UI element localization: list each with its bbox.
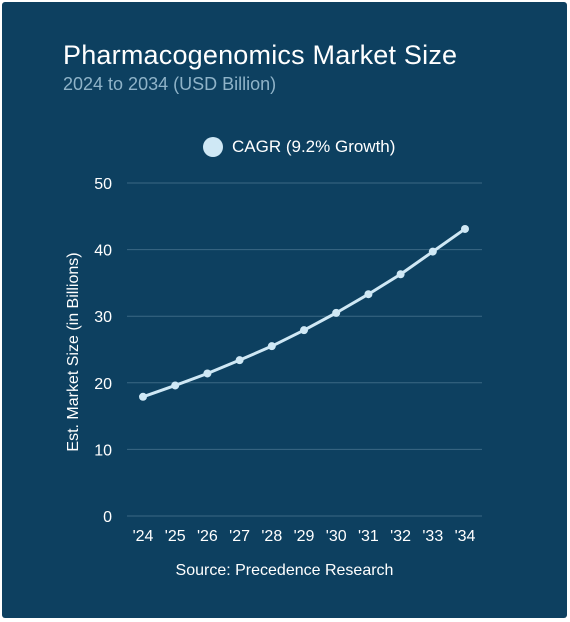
data-point-1	[171, 381, 180, 390]
y-tick-label-30: 30	[94, 309, 112, 326]
data-point-2	[203, 369, 212, 378]
x-tick-label-9: '33	[422, 528, 443, 545]
data-point-3	[235, 356, 244, 365]
x-tick-label-1: '25	[165, 528, 186, 545]
chart-subtitle: 2024 to 2034 (USD Billion)	[63, 74, 277, 94]
source-note: Source: Precedence Research	[175, 562, 394, 579]
data-point-9	[428, 247, 437, 256]
x-tick-label-3: '27	[229, 528, 250, 545]
legend: CAGR (9.2% Growth)	[203, 137, 395, 157]
y-tick-label-20: 20	[94, 376, 112, 393]
x-tick-label-7: '31	[358, 528, 379, 545]
x-tick-label-6: '30	[326, 528, 347, 545]
data-point-5	[300, 326, 308, 335]
x-tick-label-8: '32	[390, 528, 411, 545]
x-tick-label-5: '29	[294, 528, 315, 545]
y-tick-label-50: 50	[94, 176, 112, 193]
x-tick-label-4: '28	[261, 528, 282, 545]
series-line-0	[141, 227, 467, 399]
x-tick-label-0: '24	[133, 528, 154, 545]
x-tick-label-2: '26	[197, 528, 218, 545]
data-point-10	[461, 224, 469, 233]
legend-marker	[203, 137, 223, 157]
chart-title: Pharmacogenomics Market Size	[63, 40, 458, 70]
legend-label: CAGR (9.2% Growth)	[232, 137, 396, 156]
data-point-6	[332, 308, 341, 317]
data-point-8	[396, 270, 405, 279]
data-point-0	[139, 392, 147, 401]
data-point-7	[364, 290, 373, 299]
y-tick-label-0: 0	[103, 509, 112, 526]
data-point-4	[267, 342, 276, 351]
y-tick-label-10: 10	[94, 442, 112, 459]
x-tick-label-10: '34	[455, 528, 476, 545]
y-tick-label-40: 40	[94, 243, 112, 260]
